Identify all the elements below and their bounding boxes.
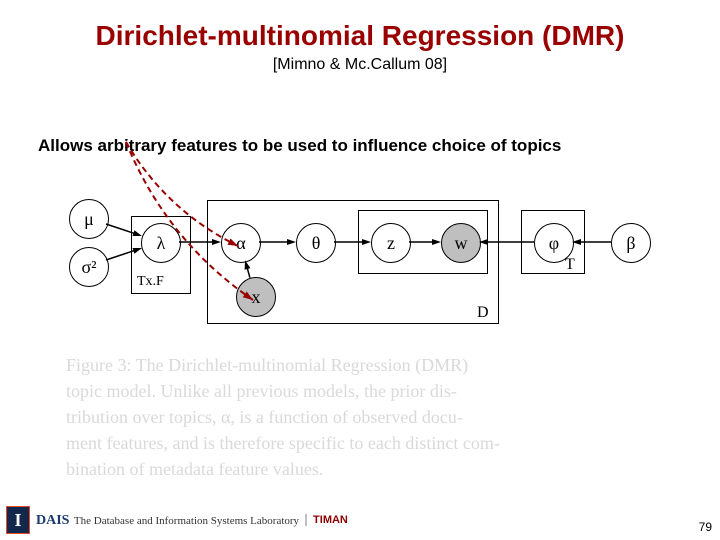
caption-line: Figure 3: The Dirichlet-multinomial Regr… <box>66 352 500 378</box>
node-theta: θ <box>296 223 336 263</box>
dais-logo: DAIS The Database and Information System… <box>36 511 299 529</box>
plate-label-txf: Tx.F <box>137 274 164 290</box>
citation-text: [Mimno & Mc.Callum 08] <box>273 56 447 73</box>
node-sigma2: σ² <box>69 247 109 287</box>
caption-line: bination of metadata feature values. <box>66 456 500 482</box>
footer-logos: I DAIS The Database and Information Syst… <box>6 506 348 534</box>
node-w: w <box>441 223 481 263</box>
caption-line: topic model. Unlike all previous models,… <box>66 378 500 404</box>
page-number: 79 <box>699 520 712 534</box>
node-alpha: α <box>221 223 261 263</box>
node-beta: β <box>611 223 651 263</box>
node-x: x <box>236 277 276 317</box>
caption-line: ment features, and is therefore specific… <box>66 430 500 456</box>
title-text: Dirichlet-multinomial Regression (DMR) <box>96 20 625 51</box>
plate-label-t: T <box>565 256 575 274</box>
subtitle: Allows arbitrary features to be used to … <box>38 136 561 156</box>
subtitle-text: Allows arbitrary features to be used to … <box>38 136 561 155</box>
plate-label-d: D <box>477 304 489 322</box>
illinois-logo-letter: I <box>14 510 21 531</box>
timan-logo: TIMAN <box>305 514 348 526</box>
plate-diagram: Tx.F D Tμ σ² λαxθzw φβ <box>45 186 675 330</box>
illinois-logo-icon: I <box>6 506 30 534</box>
node-lambda: λ <box>141 223 181 263</box>
node-mu: μ <box>69 199 109 239</box>
caption-line: tribution over topics, α, is a function … <box>66 404 500 430</box>
slide: Dirichlet-multinomial Regression (DMR) [… <box>0 0 720 540</box>
node-phi: φ <box>534 223 574 263</box>
figure-caption: Figure 3: The Dirichlet-multinomial Regr… <box>66 352 500 482</box>
page-number-text: 79 <box>699 520 712 534</box>
timan-text: TIMAN <box>313 514 348 526</box>
node-z: z <box>371 223 411 263</box>
dais-text: DAIS <box>36 513 69 528</box>
slide-title: Dirichlet-multinomial Regression (DMR) <box>0 20 720 52</box>
citation: [Mimno & Mc.Callum 08] <box>0 56 720 74</box>
dais-subtext: The Database and Information Systems Lab… <box>74 515 299 527</box>
